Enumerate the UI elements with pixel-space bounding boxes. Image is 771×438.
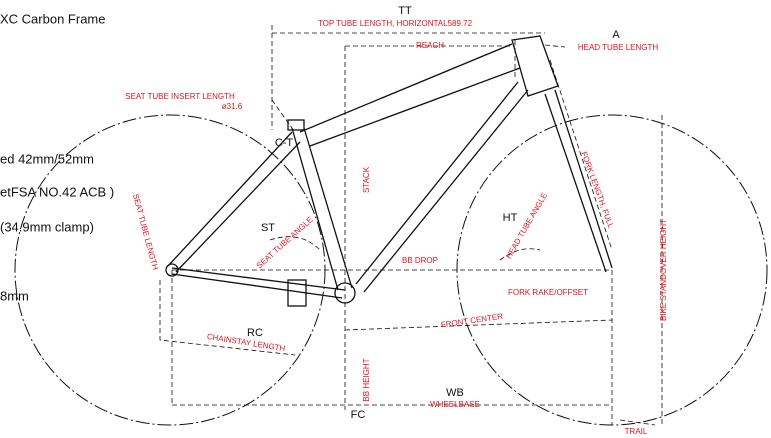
dim-label: HEAD TUBE LENGTH xyxy=(578,43,659,52)
label: WB xyxy=(446,387,464,399)
label: A xyxy=(612,29,620,41)
spec-line: ed 42mm/52mm xyxy=(0,151,94,166)
dim-label: BB DROP xyxy=(402,256,438,265)
dim-label: FRONT CENTER xyxy=(440,312,503,330)
dim-label: BIKE STANDOVER HEIGHT xyxy=(659,219,668,321)
dim-label: STACK xyxy=(362,166,371,193)
spec-line: 8mm xyxy=(0,288,29,303)
label: ST xyxy=(261,222,275,234)
dim-label: TOP TUBE LENGTH, HORIZONTAL589.72 xyxy=(318,19,473,28)
spec-line: etFSA NO.42 ACB ) xyxy=(0,184,114,199)
label: HT xyxy=(503,212,518,224)
spec-line: (34.9mm clamp) xyxy=(0,219,94,234)
dim-label: FORK LENGTH, FULL xyxy=(579,150,615,230)
dim-label: BB HEIGHT xyxy=(362,358,371,401)
dimension-lines xyxy=(160,25,662,425)
frame xyxy=(166,36,612,306)
label: RC xyxy=(247,327,263,339)
frame-title: XC Carbon Frame xyxy=(0,11,105,26)
label: TT xyxy=(398,5,412,17)
geometry-diagram: XC Carbon Frame ed 42mm/52mm etFSA NO.42… xyxy=(0,0,771,438)
dim-label: REACH xyxy=(416,41,444,50)
dim-label: WHEELBASE xyxy=(430,400,480,409)
label: FC xyxy=(351,409,366,421)
dim-label: SEAT TUBE LENGTH xyxy=(131,193,160,271)
dim-label: ø31.6 xyxy=(222,102,243,111)
dim-label: TRAIL xyxy=(625,427,648,436)
dim-label: SEAT TUBE INSERT LENGTH xyxy=(125,92,235,101)
label: C-T xyxy=(275,137,294,149)
dim-label: FORK RAKE/OFFSET xyxy=(508,288,588,297)
dim-label: HEAD TUBE ANGLE xyxy=(504,191,549,260)
